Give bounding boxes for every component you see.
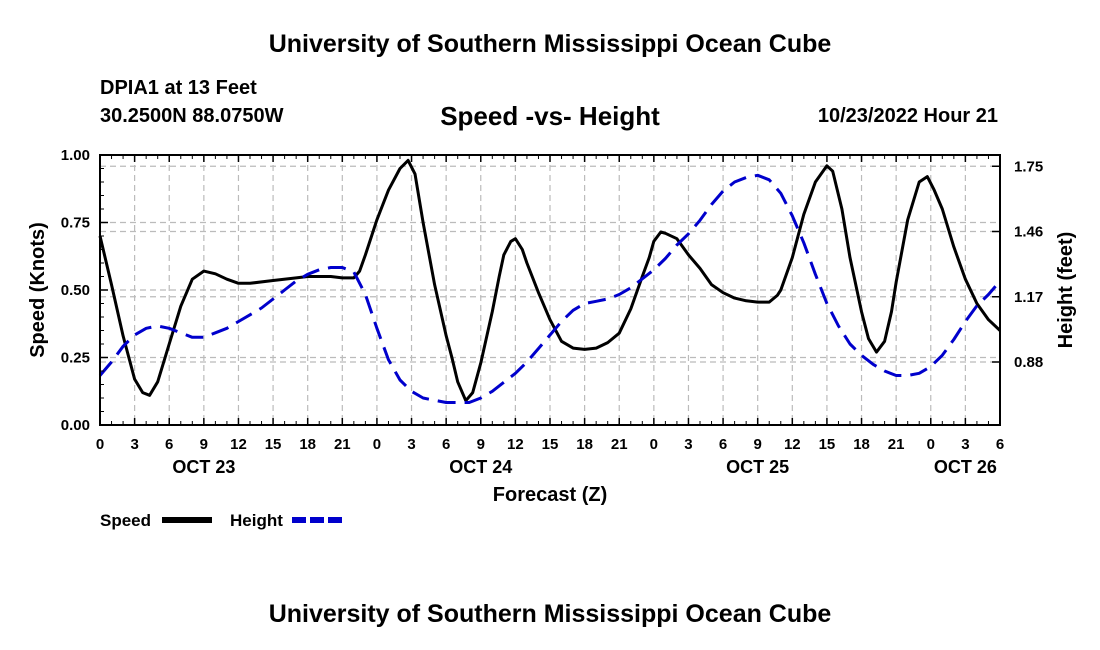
x-tick-label: 9 xyxy=(477,436,485,453)
x-tick-label: 6 xyxy=(719,436,727,453)
legend-speed-label: Speed xyxy=(100,511,151,530)
x-tick-label: 9 xyxy=(200,436,208,453)
x-axis-label: Forecast (Z) xyxy=(493,484,607,506)
chart-title: Speed -vs- Height xyxy=(440,101,660,131)
day-label: OCT 26 xyxy=(934,457,997,477)
y-tick-label-left: 0.25 xyxy=(61,350,90,367)
x-tick-label: 9 xyxy=(754,436,762,453)
x-tick-label: 21 xyxy=(611,436,628,453)
x-tick-label: 3 xyxy=(130,436,138,453)
x-tick-label: 0 xyxy=(373,436,381,453)
station-name: DPIA1 at 13 Feet xyxy=(100,77,257,99)
y-tick-label-left: 0.50 xyxy=(61,282,90,299)
x-tick-label: 6 xyxy=(442,436,450,453)
x-tick-label: 12 xyxy=(230,436,247,453)
axis-layer: 0 3 6 9 12 15 18 21 0 3 6 9 12 15 18 21 0 3 6 9 12 15 18 21 0 3 6 O… xyxy=(61,147,1043,477)
x-tick-label: 0 xyxy=(650,436,658,453)
y-axis-left-label: Speed (Knots) xyxy=(27,222,49,358)
y-tick-label-right: 1.17 xyxy=(1014,289,1043,306)
y-tick-label-left: 1.00 xyxy=(61,147,90,164)
legend: Speed Height xyxy=(100,511,342,530)
station-coords: 30.2500N 88.0750W xyxy=(100,105,284,127)
speed-series-line xyxy=(98,158,1002,403)
grid-layer xyxy=(100,154,1000,425)
forecast-timestamp: 10/23/2022 Hour 21 xyxy=(817,105,998,127)
legend-height-label: Height xyxy=(230,511,283,530)
day-label: OCT 25 xyxy=(726,457,789,477)
x-tick-label: 3 xyxy=(961,436,969,453)
main-title: University of Southern Mississippi Ocean… xyxy=(268,30,832,58)
x-tick-label: 15 xyxy=(265,436,282,453)
x-tick-label: 6 xyxy=(165,436,173,453)
x-tick-label: 18 xyxy=(853,436,870,453)
y-tick-label-left: 0.00 xyxy=(61,417,90,434)
y-tick-label-right: 1.75 xyxy=(1014,158,1043,175)
x-tick-label: 12 xyxy=(507,436,524,453)
series-layer xyxy=(98,158,1002,404)
x-tick-label: 3 xyxy=(684,436,692,453)
y-tick-label-right: 1.46 xyxy=(1014,224,1043,241)
x-tick-label: 3 xyxy=(407,436,415,453)
x-tick-label: 12 xyxy=(784,436,801,453)
day-label: OCT 23 xyxy=(172,457,235,477)
y-tick-label-left: 0.75 xyxy=(61,215,90,232)
x-tick-label: 0 xyxy=(96,436,104,453)
x-tick-label: 15 xyxy=(542,436,559,453)
x-tick-label: 0 xyxy=(927,436,935,453)
x-tick-label: 21 xyxy=(888,436,905,453)
footer-title: University of Southern Mississippi Ocean… xyxy=(268,600,832,628)
x-tick-label: 18 xyxy=(299,436,316,453)
x-tick-label: 21 xyxy=(334,436,351,453)
day-label: OCT 24 xyxy=(449,457,512,477)
x-tick-label: 6 xyxy=(996,436,1004,453)
y-axis-right-label: Height (feet) xyxy=(1055,232,1077,349)
x-tick-label: 15 xyxy=(819,436,836,453)
height-series-line xyxy=(98,173,1002,404)
x-tick-label: 18 xyxy=(576,436,593,453)
y-tick-label-right: 0.88 xyxy=(1014,354,1043,371)
